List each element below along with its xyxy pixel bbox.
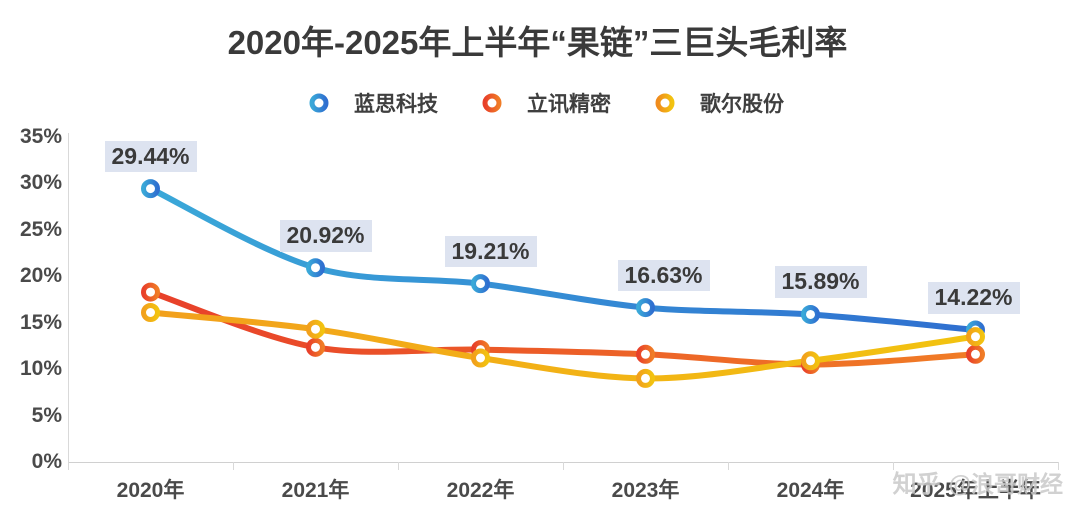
x-axis-tick-label: 2022年: [446, 479, 515, 502]
y-axis-tick-label: 10%: [19, 357, 62, 381]
x-axis-tick-label: 2023年: [611, 479, 680, 502]
y-axis-tick-label: 0%: [31, 450, 62, 473]
x-axis-tick-label: 2024年: [776, 479, 845, 502]
data-point-marker[interactable]: [306, 258, 325, 278]
x-axis-labels: 2020年 2021年 2022年 2023年 2024年 2025年上半年: [0, 474, 1075, 514]
data-point-marker[interactable]: [801, 304, 820, 324]
legend-item-goertek[interactable]: 歌尔股份: [636, 88, 784, 118]
data-point-marker[interactable]: [471, 274, 490, 294]
x-axis-tick: [563, 462, 564, 470]
legend-label-series-0: 蓝思科技: [354, 93, 438, 116]
y-axis-tick-label: 25%: [19, 217, 62, 241]
data-point-marker[interactable]: [306, 337, 325, 357]
data-point-label: 20.92%: [279, 219, 372, 252]
x-axis-tick-label: 2021年: [281, 479, 350, 502]
data-point-marker[interactable]: [636, 368, 655, 388]
legend-marker-series-2: [636, 93, 694, 113]
y-axis-tick-label: 30%: [19, 171, 62, 195]
x-axis-tick-label: 2020年: [116, 479, 185, 502]
x-axis-tick: [893, 462, 894, 470]
x-axis-tick-label: 2025年上半年: [910, 479, 1041, 502]
data-point-label: 19.21%: [444, 235, 537, 268]
chart-title: 2020年-2025年上半年“果链”三巨头毛利率: [227, 24, 848, 61]
data-point-label: 14.22%: [927, 281, 1020, 314]
legend-marker-series-1: [463, 93, 521, 113]
data-point-marker[interactable]: [141, 282, 160, 302]
data-point-marker[interactable]: [966, 344, 985, 364]
x-axis-tick: [398, 462, 399, 470]
series-line: [147, 289, 979, 368]
data-point-marker[interactable]: [966, 327, 985, 347]
y-axis-tick-label: 15%: [19, 310, 62, 334]
data-point-marker[interactable]: [636, 344, 655, 364]
x-axis-tick: [68, 462, 69, 470]
x-axis-tick: [233, 462, 234, 470]
legend-label-series-1: 立讯精密: [527, 93, 611, 116]
data-point-label: 16.63%: [617, 259, 710, 292]
data-point-label: 29.44%: [104, 140, 197, 173]
x-axis-tick: [728, 462, 729, 470]
data-point-marker[interactable]: [141, 179, 160, 199]
x-axis-tick: [1058, 462, 1059, 470]
y-axis-tick-label: 35%: [19, 125, 62, 148]
legend-item-luxshare[interactable]: 立讯精密: [463, 88, 611, 118]
data-point-label: 15.89%: [774, 266, 867, 299]
data-point-marker[interactable]: [471, 348, 490, 368]
data-point-marker[interactable]: [636, 298, 655, 318]
y-axis-labels: 0% 5% 10% 15% 20% 25% 30% 35%: [0, 0, 62, 521]
data-point-marker[interactable]: [306, 319, 325, 339]
y-axis-tick-label: 5%: [31, 403, 62, 427]
y-axis-line: [68, 133, 69, 463]
y-axis-tick-label: 20%: [19, 264, 62, 288]
series-line: [147, 185, 979, 333]
legend-label-series-2: 歌尔股份: [700, 93, 784, 116]
legend-marker-series-0: [290, 93, 348, 113]
legend-item-lanzi[interactable]: 蓝思科技: [290, 88, 438, 118]
data-point-marker[interactable]: [141, 303, 160, 322]
chart-legend: 蓝思科技 立讯精密: [0, 88, 1075, 118]
series-line: [147, 309, 979, 382]
data-point-marker[interactable]: [801, 351, 820, 371]
